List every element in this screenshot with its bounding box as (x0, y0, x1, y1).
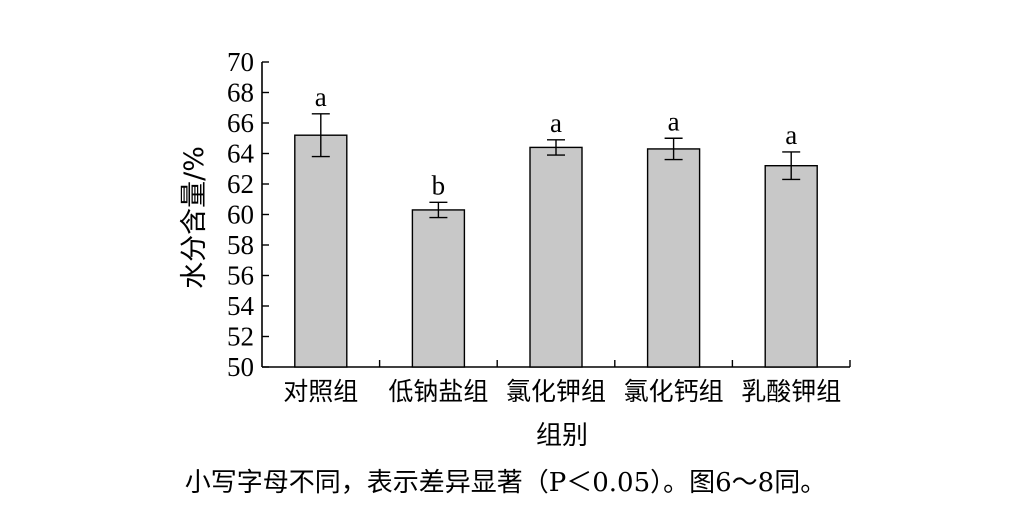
y-tick-label: 58 (227, 230, 254, 260)
figure-caption: 小写字母不同，表示差异显著（P＜0.05）。图6～8同。 (184, 468, 827, 498)
y-tick-label: 66 (227, 108, 254, 138)
x-tick-label: 低钠盐组 (388, 377, 488, 406)
x-tick-labels: 对照组 低钠盐组 氯化钾组 氯化钙组 乳酸钾组 (283, 377, 841, 406)
x-tick-label: 对照组 (283, 377, 358, 406)
significance-label: a (315, 82, 327, 112)
bar (764, 164, 818, 368)
x-tick-label: 氯化钾组 (506, 377, 606, 406)
y-tick-label: 70 (227, 47, 254, 77)
x-axis-label: 组别 (536, 421, 588, 451)
y-tick-label: 56 (227, 261, 254, 291)
chart-axes (261, 61, 851, 368)
y-tick-label: 60 (227, 200, 254, 230)
bar (529, 146, 583, 368)
y-tick-label: 68 (227, 78, 254, 108)
significance-label: a (785, 120, 797, 150)
significance-label: b (432, 170, 446, 200)
bar (646, 148, 701, 368)
bar-chart: a b a a a 对照组 低钠盐组 氯化钾组 氯化钙组 乳酸钾组 50 52 54 56 58 60 62… (179, 47, 851, 451)
bar (294, 134, 348, 368)
y-axis-label: 水分含量/% (179, 146, 210, 289)
y-tick-label: 50 (227, 352, 254, 382)
y-tick-label: 54 (227, 291, 255, 321)
y-tick-label: 62 (227, 169, 254, 199)
x-tick-label: 乳酸钾组 (741, 377, 841, 406)
y-tick-label: 64 (227, 139, 255, 169)
x-tick-label: 氯化钙组 (624, 377, 724, 406)
y-tick-label: 52 (227, 322, 254, 352)
significance-label: a (550, 108, 562, 138)
chart-bars: a b a a a (294, 82, 818, 368)
bar (411, 209, 466, 368)
significance-label: a (668, 106, 680, 136)
chart-svg: a b a a a 对照组 低钠盐组 氯化钾组 氯化钙组 乳酸钾组 50525456586062… (179, 47, 851, 451)
